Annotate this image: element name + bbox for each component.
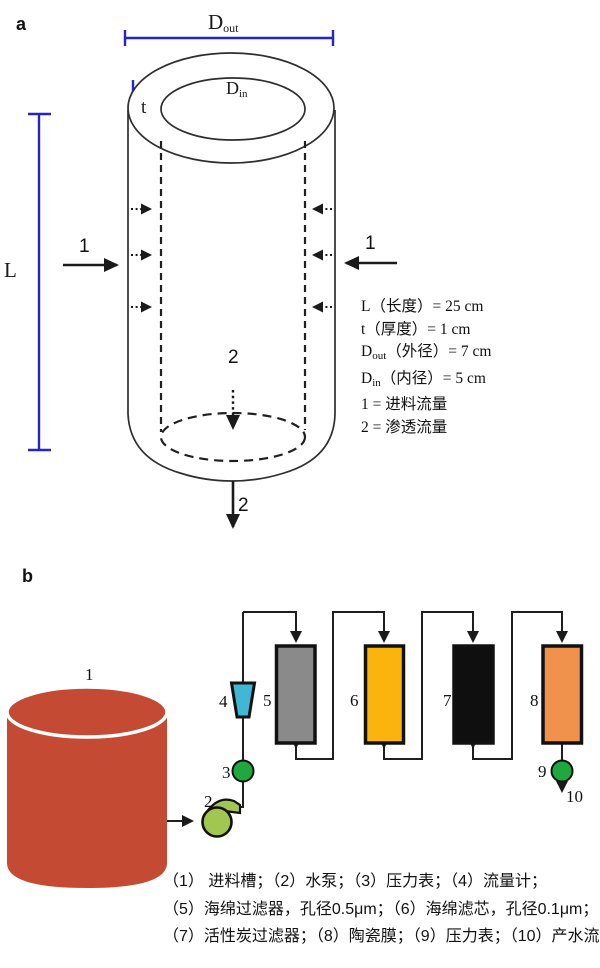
feed-tank <box>5 685 169 888</box>
flow-meter <box>229 681 257 719</box>
legend-outer-diameter: Dout（外径）= 7 cm <box>361 341 491 368</box>
pump-body <box>201 806 233 838</box>
process-flow-diagram <box>5 611 584 888</box>
legend-permeate-flow: 2 = 渗透流量 <box>361 418 448 436</box>
pump <box>201 798 242 838</box>
sponge-cartridge-number: 6 <box>350 691 359 710</box>
permeate-outlet-number: 2 <box>238 495 249 516</box>
tank-number: 1 <box>85 665 94 684</box>
sponge-filter-number: 5 <box>263 691 272 710</box>
legend-feed-flow: 1 = 进料流量 <box>361 396 448 413</box>
membrane-tube-diagram <box>28 30 397 529</box>
legend-din-main: D <box>361 369 373 387</box>
feed-tank-body <box>7 717 167 888</box>
dout-label-main: D <box>208 10 224 34</box>
pressure-gauge-out <box>550 759 574 783</box>
pipe-into-column5 <box>243 611 302 643</box>
panel-a-label: a <box>16 14 27 34</box>
legend-dout-main: D <box>361 343 373 360</box>
activated-carbon-column <box>452 644 495 745</box>
l-label: L <box>4 258 17 282</box>
din-label-main: D <box>226 78 239 98</box>
feed-tank-lid <box>5 685 169 739</box>
flow-meter-number: 4 <box>219 692 228 711</box>
feed-right-number: 1 <box>365 233 376 254</box>
permeate-inner-number: 2 <box>228 347 239 368</box>
dout-dimension-ticks <box>123 30 335 46</box>
flow-arrows <box>63 203 397 529</box>
pipe-column7-to-column8 <box>472 611 568 760</box>
din-label-sub: in <box>239 88 248 100</box>
legend-thickness: t（厚度）= 1 cm <box>361 320 471 338</box>
t-label: t <box>141 97 147 118</box>
gauge-out-number: 9 <box>538 762 547 781</box>
legend-din-sub: in <box>372 376 381 389</box>
dout-label-sub: out <box>223 21 239 35</box>
din-label: Din <box>226 78 248 100</box>
caption-line-3: （7）活性炭过滤器；（8）陶瓷膜；（9）压力表；（10）产水流量。 <box>163 928 600 945</box>
tube-inner-rim <box>160 77 306 141</box>
legend-inner-diameter: Din（内径）= 5 cm <box>361 368 491 395</box>
pipe-column5-to-column6 <box>295 611 390 760</box>
panel-b-caption: （1） 进料槽；（2）水泵；（3）压力表；（4）流量计； （5）海绵过滤器，孔径… <box>163 868 600 951</box>
ceramic-membrane-number: 8 <box>530 691 539 710</box>
panel-a-legend: L（长度）= 25 cm t（厚度）= 1 cm Dout（外径）= 7 cm … <box>361 296 491 439</box>
sponge-cartridge-column <box>363 644 406 745</box>
panel-b-label: b <box>22 566 33 586</box>
ceramic-membrane-column <box>541 644 584 745</box>
carbon-filter-number: 7 <box>443 691 452 710</box>
l-dimension-ticks <box>28 112 51 452</box>
caption-line-1: （1） 进料槽；（2）水泵；（3）压力表；（4）流量计； <box>163 873 548 890</box>
tube-outline <box>127 52 336 482</box>
product-number: 10 <box>566 787 583 806</box>
dout-label: Dout <box>208 10 239 36</box>
legend-dout-rest: （外径）= 7 cm <box>386 343 492 360</box>
pipe-column6-to-column7 <box>383 611 479 760</box>
gauge-feed-number: 3 <box>222 763 231 782</box>
legend-length: L（长度）= 25 cm <box>361 298 484 315</box>
caption-line-2: （5）海绵过滤器，孔径0.5μm；（6）海绵滤芯，孔径0.1μm； <box>163 900 599 918</box>
feed-left-number: 1 <box>79 236 90 257</box>
pressure-gauge-feed <box>231 759 255 783</box>
pump-number: 2 <box>204 792 213 811</box>
legend-dout-sub: out <box>372 350 387 362</box>
sponge-filter-column <box>274 644 317 745</box>
legend-din-rest: （内径）= 5 cm <box>380 369 486 387</box>
